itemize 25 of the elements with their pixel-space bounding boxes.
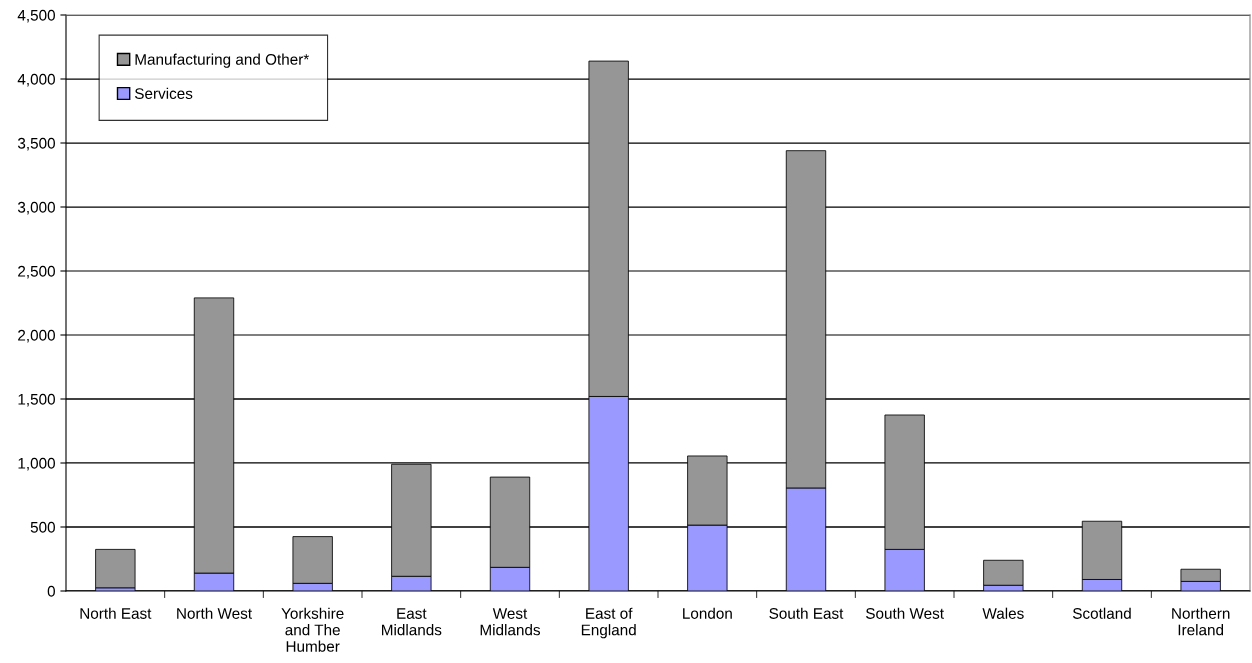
x-tick-label: Yorkshire and The Humber (281, 607, 344, 652)
x-tick-label: South East (769, 607, 844, 619)
bar (95, 548, 136, 589)
y-tick-label: 2,500 (18, 265, 55, 279)
y-tick-label: 0 (47, 585, 55, 597)
x-tick-label: Scotland (1072, 607, 1131, 619)
x-tick-label: South West (866, 607, 944, 619)
y-tick-label: 2,000 (18, 329, 55, 343)
x-tick-label: West Midlands (480, 608, 541, 636)
y-tick-label: 1,000 (18, 457, 55, 471)
x-tick-label: East of England (581, 607, 636, 639)
y-tick-label: 1,500 (18, 393, 55, 407)
legend-label: Manufacturing and Other* (135, 53, 309, 68)
legend-label: Services (134, 87, 193, 99)
y-tick-label: 500 (30, 521, 55, 533)
y-tick-label: 4,500 (17, 9, 55, 23)
x-tick-label: Wales (982, 607, 1024, 619)
x-tick-label: East Midlands (382, 608, 442, 636)
x-tick-label: North East (80, 607, 152, 619)
y-tick-label: 4,000 (17, 73, 55, 87)
x-tick-label: London (683, 607, 732, 619)
y-tick-label: 3,500 (17, 137, 55, 151)
y-tick-label: 3,000 (17, 201, 55, 215)
x-tick-label: North West (177, 607, 252, 619)
x-tick-label: Northern Ireland (1172, 607, 1230, 636)
